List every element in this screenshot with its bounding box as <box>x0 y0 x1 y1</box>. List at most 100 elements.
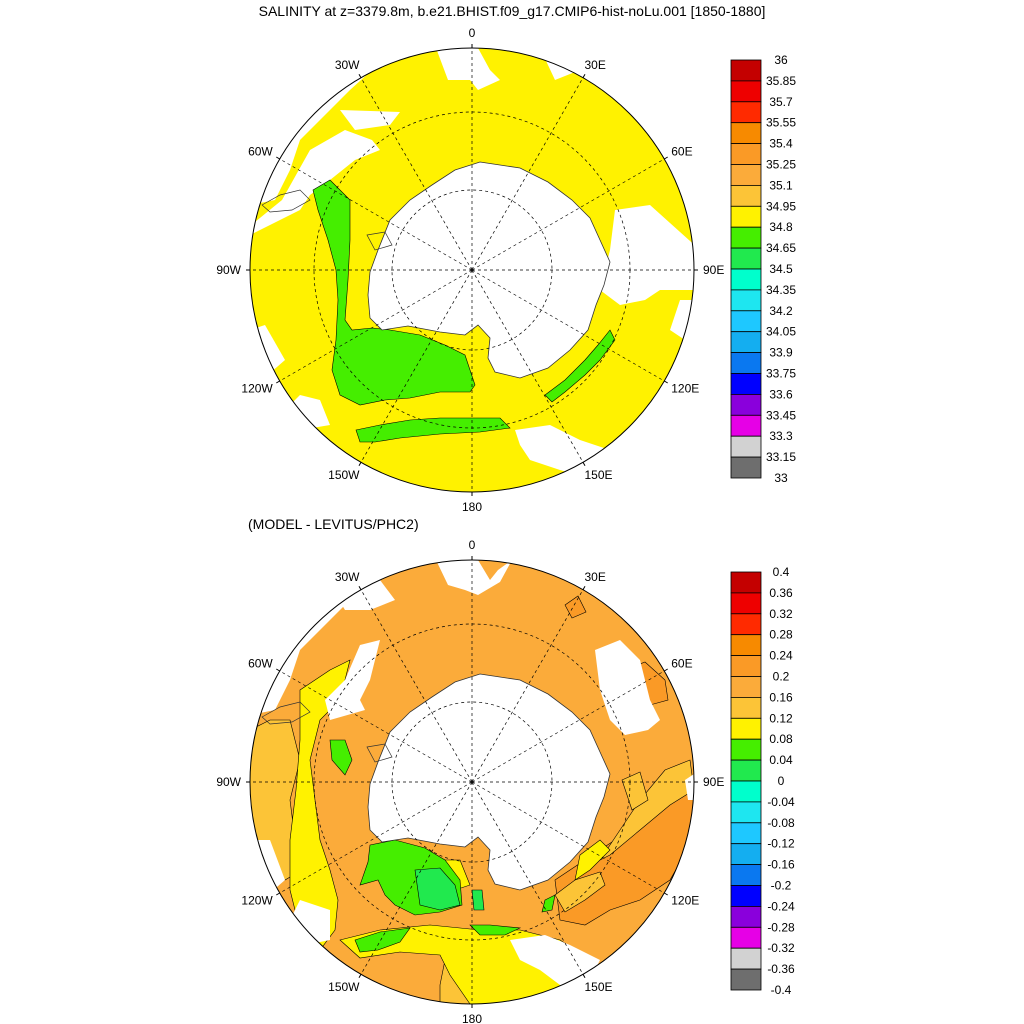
colorbar-swatch <box>730 331 762 354</box>
colorbar-swatch <box>730 738 762 761</box>
colorbar-tick-label: 34.65 <box>766 241 796 255</box>
colorbar-tick-label: -0.04 <box>767 795 795 809</box>
longitude-tick <box>276 380 280 384</box>
colorbar-swatch <box>730 310 762 333</box>
colorbar-tick-label: 0.24 <box>769 649 793 663</box>
chart-title: SALINITY at z=3379.8m, b.e21.BHIST.f09_g… <box>258 3 766 19</box>
longitude-tick <box>664 380 668 384</box>
longitude-label: 60E <box>671 145 692 159</box>
colorbar-swatch <box>730 655 762 677</box>
colorbar-tick-label: -0.28 <box>767 920 795 934</box>
colorbar-tick-label: -0.4 <box>771 983 792 997</box>
longitude-tick <box>664 668 668 672</box>
colorbar-swatch <box>730 906 762 928</box>
colorbar-tick-label: -0.2 <box>771 879 792 893</box>
longitude-label: 90W <box>216 775 241 789</box>
longitude-tick <box>276 668 280 672</box>
colorbar-tick-label: 34.5 <box>769 262 793 276</box>
longitude-label: 90E <box>703 263 724 277</box>
meridian-line <box>471 158 665 271</box>
longitude-label: 120E <box>671 894 699 908</box>
colorbar-tick-label: -0.36 <box>767 962 795 976</box>
colorbar-tick-label: 0.16 <box>769 690 793 704</box>
meridian-line <box>360 269 473 463</box>
colorbar-swatch <box>730 801 762 824</box>
colorbar-swatch <box>730 592 762 615</box>
colorbar-swatch <box>730 759 762 782</box>
meridian-line <box>471 589 584 783</box>
colorbar-tick-label: -0.12 <box>767 837 795 851</box>
colorbar-swatch <box>730 571 762 594</box>
difference-0-regions <box>414 867 485 911</box>
colorbar-tick-label: 0.04 <box>769 753 793 767</box>
longitude-label: 150E <box>585 468 613 482</box>
colorbar-swatch <box>730 268 762 291</box>
longitude-label: 0 <box>469 538 476 552</box>
meridian-line <box>279 158 473 271</box>
colorbar-tick-label: 35.1 <box>769 178 793 192</box>
longitude-label: 120W <box>241 894 273 908</box>
longitude-label: 90W <box>216 263 241 277</box>
colorbar-swatch <box>730 143 762 165</box>
colorbar-swatch <box>730 393 762 416</box>
colorbar-swatch <box>730 843 762 866</box>
meridian-line <box>279 670 473 783</box>
colorbar-tick-label: 34.95 <box>766 199 796 213</box>
difference-colorbar: 0.4 0.36 0.32 0.28 0.24 0.2 0.16 0.12 0.08 0.04 0 -… <box>730 565 795 997</box>
colorbar-tick-label: 35.85 <box>766 74 796 88</box>
longitude-tick <box>358 462 362 466</box>
longitude-label: 30E <box>585 58 606 72</box>
salinity-colorbar: 36 35.85 35.7 35.55 35.4 35.25 35.1 34.95 34.8 34… <box>730 53 796 485</box>
colorbar-swatch <box>730 822 762 845</box>
difference-chart-title: (MODEL - LEVITUS/PHC2) <box>248 516 419 532</box>
colorbar-tick-label: 0 <box>778 774 785 788</box>
colorbar-swatch <box>730 122 762 144</box>
colorbar-tick-label: 33.9 <box>769 346 793 360</box>
colorbar-swatch <box>730 780 762 803</box>
meridian-line <box>471 77 584 271</box>
longitude-tick <box>664 892 668 896</box>
colorbar-tick-label: 33.75 <box>766 367 796 381</box>
colorbar-swatch <box>730 926 762 949</box>
colorbar-swatch <box>730 864 762 886</box>
longitude-label: 150W <box>328 980 360 994</box>
colorbar-swatch <box>730 226 762 249</box>
difference-map: 0 30E 60E 90E 120E 150E 180 150W 120W 90W 60W 30W <box>216 538 724 1024</box>
longitude-label: 30E <box>585 570 606 584</box>
colorbar-tick-label: 0.32 <box>769 607 793 621</box>
longitude-labels: 0 30E 60E 90E 120E 150E 180 150W 120W 90W 60W 30W <box>216 26 724 514</box>
longitude-labels: 0 30E 60E 90E 120E 150E 180 150W 120W 90W 60W 30W <box>216 538 724 1024</box>
meridian-line <box>471 269 584 463</box>
longitude-label: 150E <box>585 980 613 994</box>
meridian-line <box>471 781 584 975</box>
longitude-tick <box>358 974 362 978</box>
colorbar-tick-label: 0.08 <box>769 732 793 746</box>
colorbar-tick-label: 35.7 <box>769 95 793 109</box>
longitude-label: 60E <box>671 657 692 671</box>
colorbar-swatch <box>730 456 762 479</box>
longitude-tick <box>276 892 280 896</box>
meridian-line <box>471 269 665 382</box>
longitude-tick <box>276 156 280 160</box>
colorbar-swatch <box>730 885 762 907</box>
colorbar-tick-label: 33 <box>774 471 788 485</box>
longitude-tick <box>582 462 586 466</box>
longitude-label: 180 <box>462 500 482 514</box>
colorbar-tick-label: 34.2 <box>769 304 793 318</box>
meridian-line <box>360 781 473 975</box>
meridian-line <box>471 781 665 894</box>
salinity-34.8-regions <box>312 179 616 443</box>
meridian-line <box>360 589 473 783</box>
longitude-label: 120W <box>241 382 273 396</box>
longitude-tick <box>358 586 362 590</box>
colorbar-swatch <box>730 435 762 458</box>
colorbar-tick-label: 33.6 <box>769 387 793 401</box>
colorbar-swatch <box>730 164 762 186</box>
colorbar-swatch <box>730 247 762 270</box>
colorbar-swatch <box>730 968 762 991</box>
colorbar-swatch <box>730 414 762 437</box>
longitude-tick <box>664 156 668 160</box>
colorbar-tick-label: -0.16 <box>767 858 795 872</box>
colorbar-swatch <box>730 80 762 103</box>
